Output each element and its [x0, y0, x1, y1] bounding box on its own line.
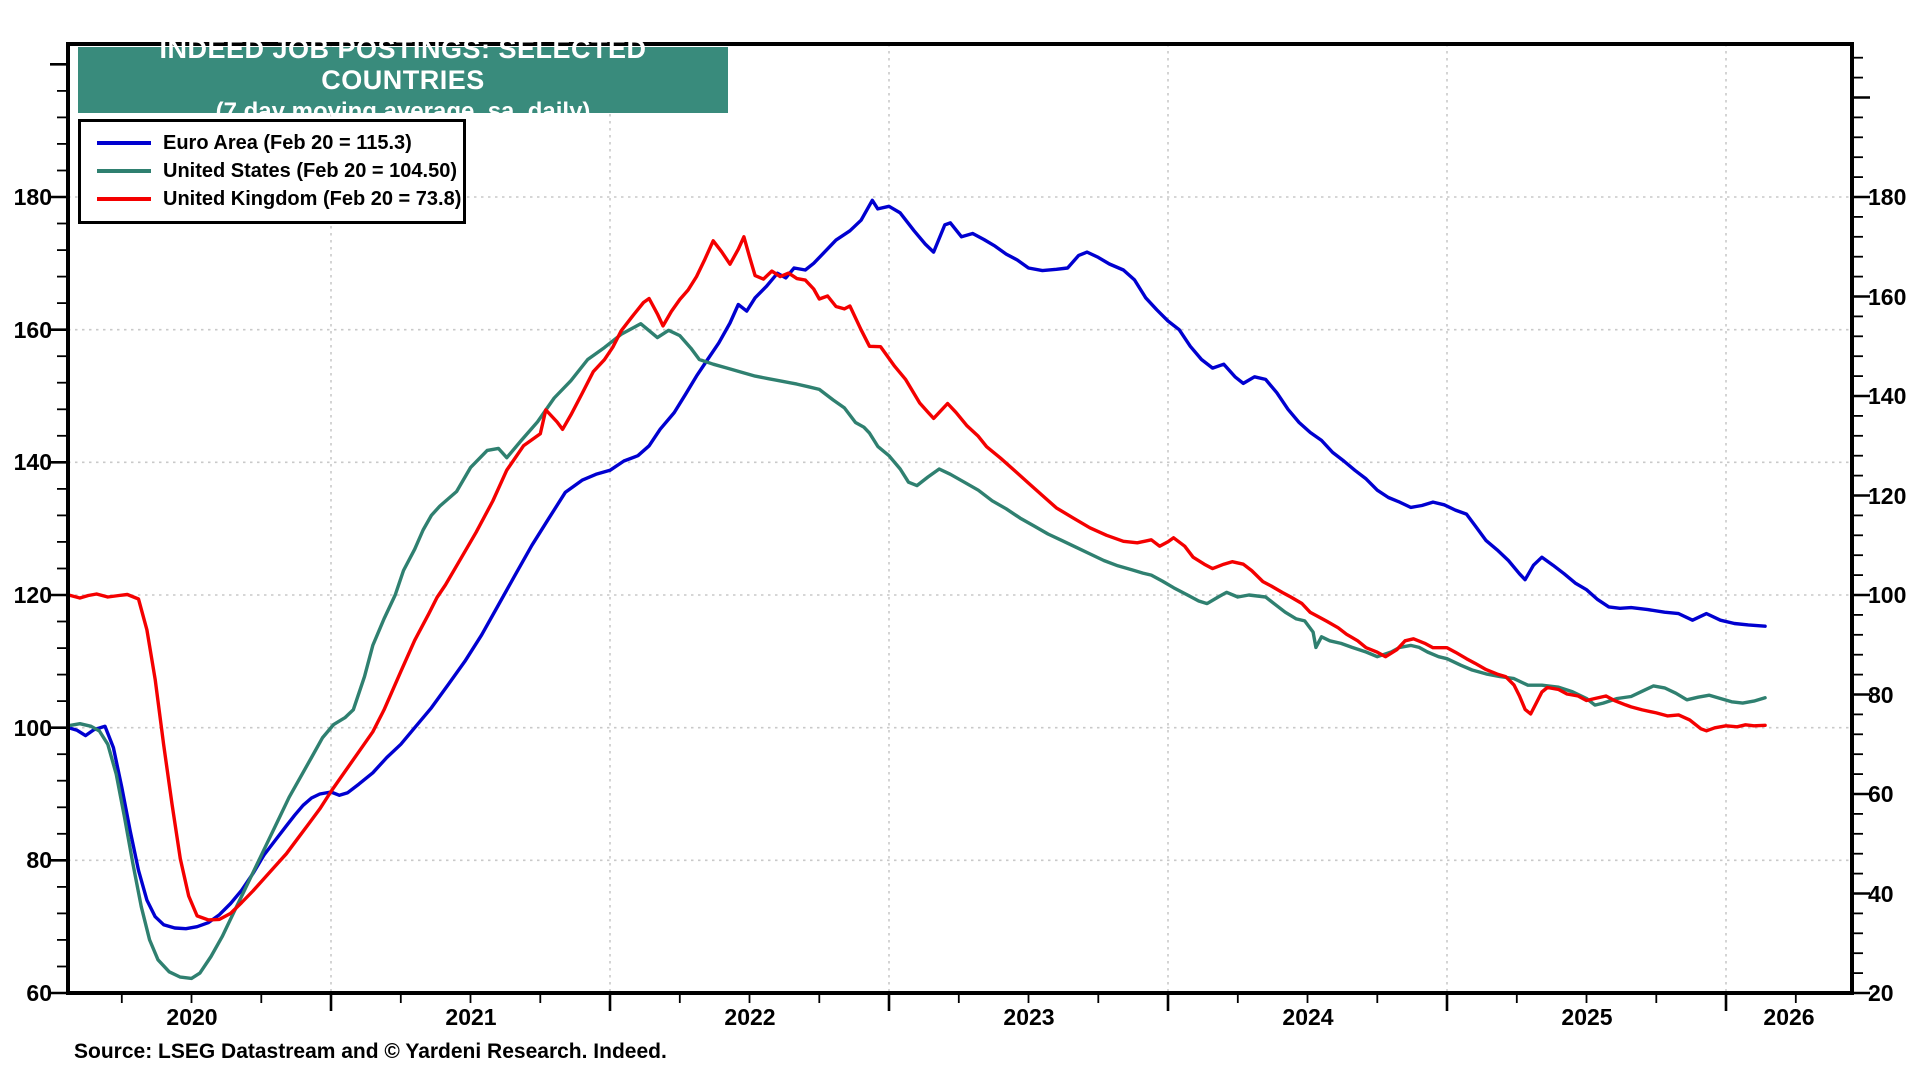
chart-title-box: INDEED JOB POSTINGS: SELECTED COUNTRIES …: [78, 34, 728, 125]
y-axis-right-tick-label: 160: [1868, 284, 1907, 310]
y-axis-right-tick-label: 80: [1868, 682, 1894, 708]
legend-label-united-kingdom: United Kingdom (Feb 20 = 73.8): [163, 187, 462, 210]
y-axis-left-tick-label: 140: [13, 449, 52, 475]
x-axis-year-label: 2024: [1282, 1004, 1334, 1030]
legend-item-united-states: United States (Feb 20 = 104.50): [81, 157, 463, 185]
y-axis-left-tick-label: 60: [26, 980, 52, 1006]
source-text: Source: LSEG Datastream and © Yardeni Re…: [74, 1040, 667, 1063]
legend-box: Euro Area (Feb 20 = 115.3) United States…: [78, 119, 466, 224]
x-axis-year-label: 2021: [445, 1004, 497, 1030]
legend-item-united-kingdom: United Kingdom (Feb 20 = 73.8): [81, 185, 463, 213]
y-axis-left-tick-label: 160: [13, 317, 52, 343]
united-kingdom-line-swatch: [97, 197, 151, 201]
x-axis-year-label: 2020: [166, 1004, 218, 1030]
y-axis-left-tick-label: 80: [26, 847, 52, 873]
y-axis-left-tick-label: 100: [13, 715, 52, 741]
y-axis-left-tick-label: 120: [13, 582, 52, 608]
x-axis-year-label: 2026: [1763, 1004, 1815, 1030]
legend-label-euro-area: Euro Area (Feb 20 = 115.3): [163, 131, 412, 154]
y-axis-right-tick-label: 100: [1868, 582, 1907, 608]
chart-title: INDEED JOB POSTINGS: SELECTED COUNTRIES: [159, 34, 647, 95]
legend-label-united-states: United States (Feb 20 = 104.50): [163, 159, 458, 182]
legend-item-euro-area: Euro Area (Feb 20 = 115.3): [81, 129, 463, 157]
y-axis-right-tick-label: 20: [1868, 980, 1894, 1006]
x-axis-year-label: 2022: [724, 1004, 776, 1030]
y-axis-right-tick-label: 120: [1868, 483, 1907, 509]
y-axis-right-tick-label: 140: [1868, 383, 1907, 409]
x-axis-year-label: 2023: [1003, 1004, 1055, 1030]
y-axis-right-tick-label: 60: [1868, 781, 1894, 807]
united-states-line-swatch: [97, 169, 151, 173]
y-axis-left-tick-label: 180: [13, 184, 52, 210]
euro-area-line-swatch: [97, 141, 151, 145]
y-axis-right-tick-label: 180: [1868, 184, 1907, 210]
x-axis-year-label: 2025: [1561, 1004, 1613, 1030]
y-axis-right-tick-label: 40: [1868, 881, 1894, 907]
